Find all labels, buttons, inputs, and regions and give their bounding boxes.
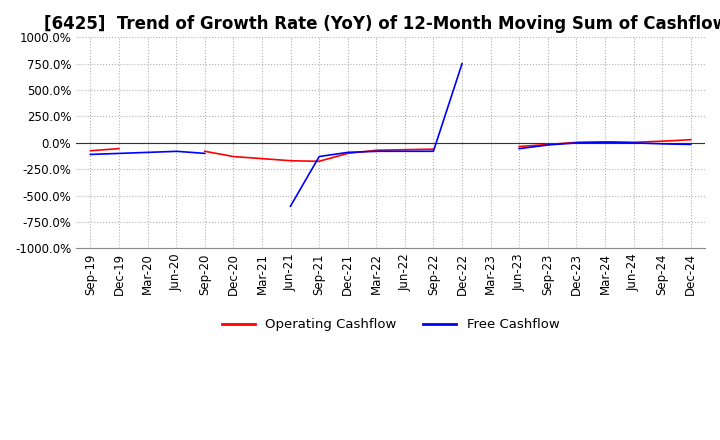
Free Cashflow (86, 152, 95, 157)
Line: Operating Cashflow: Operating Cashflow (91, 149, 119, 151)
Free Cashflow (200, 151, 209, 156)
Operating Cashflow (110, 147, 119, 152)
Free Cashflow (183, 150, 192, 155)
Free Cashflow (172, 149, 181, 154)
Free Cashflow (156, 149, 165, 154)
Operating Cashflow (86, 148, 95, 154)
Free Cashflow (86, 152, 95, 157)
Operating Cashflow (103, 147, 112, 152)
Operating Cashflow (104, 147, 112, 152)
Free Cashflow (154, 149, 163, 154)
Operating Cashflow (86, 148, 95, 154)
Free Cashflow (154, 149, 163, 154)
Free Cashflow (190, 150, 199, 155)
Operating Cashflow (103, 147, 112, 152)
Operating Cashflow (114, 146, 123, 151)
Legend: Operating Cashflow, Free Cashflow: Operating Cashflow, Free Cashflow (217, 313, 564, 337)
Title: [6425]  Trend of Growth Rate (YoY) of 12-Month Moving Sum of Cashflows: [6425] Trend of Growth Rate (YoY) of 12-… (44, 15, 720, 33)
Operating Cashflow (112, 146, 121, 151)
Line: Free Cashflow: Free Cashflow (91, 151, 204, 154)
